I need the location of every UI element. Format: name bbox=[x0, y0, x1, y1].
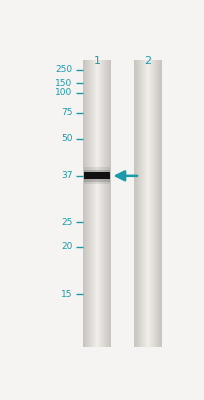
Bar bbox=[143, 60, 144, 347]
Bar bbox=[103, 60, 104, 347]
Bar bbox=[87, 60, 88, 347]
Bar bbox=[144, 60, 145, 347]
Bar bbox=[152, 60, 153, 347]
Text: 20: 20 bbox=[61, 242, 72, 251]
Bar bbox=[158, 60, 159, 347]
Bar bbox=[102, 60, 103, 347]
Bar bbox=[151, 60, 152, 347]
Text: 25: 25 bbox=[61, 218, 72, 226]
Bar bbox=[92, 60, 93, 347]
Bar bbox=[89, 60, 90, 347]
Bar bbox=[139, 60, 140, 347]
Text: 37: 37 bbox=[61, 171, 72, 180]
Bar bbox=[155, 60, 156, 347]
Bar bbox=[97, 60, 98, 347]
Bar bbox=[154, 60, 155, 347]
Bar bbox=[83, 172, 110, 179]
Bar bbox=[159, 60, 160, 347]
Bar bbox=[160, 60, 161, 347]
Bar bbox=[133, 60, 134, 347]
Bar bbox=[83, 170, 110, 182]
Bar bbox=[138, 60, 139, 347]
Bar bbox=[140, 60, 141, 347]
Text: 50: 50 bbox=[61, 134, 72, 143]
Bar bbox=[83, 60, 84, 347]
Bar bbox=[109, 60, 110, 347]
Text: 1: 1 bbox=[93, 56, 100, 66]
Bar bbox=[88, 60, 89, 347]
Bar bbox=[83, 172, 110, 179]
Bar bbox=[93, 60, 94, 347]
Bar bbox=[106, 60, 107, 347]
Text: 250: 250 bbox=[55, 65, 72, 74]
Bar bbox=[136, 60, 137, 347]
Text: 2: 2 bbox=[144, 56, 151, 66]
Text: 15: 15 bbox=[61, 290, 72, 299]
Text: 150: 150 bbox=[55, 79, 72, 88]
Bar bbox=[83, 167, 110, 184]
Text: 75: 75 bbox=[61, 108, 72, 117]
Bar bbox=[98, 60, 99, 347]
Bar bbox=[100, 60, 101, 347]
Bar bbox=[149, 60, 150, 347]
Bar bbox=[148, 60, 149, 347]
Bar bbox=[135, 60, 136, 347]
Text: 100: 100 bbox=[55, 88, 72, 97]
Bar bbox=[104, 60, 105, 347]
Bar bbox=[142, 60, 143, 347]
Bar bbox=[141, 60, 142, 347]
Bar bbox=[108, 60, 109, 347]
Bar bbox=[99, 60, 100, 347]
Bar bbox=[157, 60, 158, 347]
Bar bbox=[84, 60, 85, 347]
Bar bbox=[101, 60, 102, 347]
Bar bbox=[110, 60, 111, 347]
Bar bbox=[137, 60, 138, 347]
Bar bbox=[85, 60, 86, 347]
Bar bbox=[153, 60, 154, 347]
Bar bbox=[95, 60, 96, 347]
Bar bbox=[156, 60, 157, 347]
Bar bbox=[146, 60, 147, 347]
Bar bbox=[86, 60, 87, 347]
Bar bbox=[91, 60, 92, 347]
Bar bbox=[96, 60, 97, 347]
Bar bbox=[147, 60, 148, 347]
Bar bbox=[107, 60, 108, 347]
Bar bbox=[145, 60, 146, 347]
Bar bbox=[105, 60, 106, 347]
Bar bbox=[90, 60, 91, 347]
Bar bbox=[94, 60, 95, 347]
Bar bbox=[134, 60, 135, 347]
Bar bbox=[150, 60, 151, 347]
